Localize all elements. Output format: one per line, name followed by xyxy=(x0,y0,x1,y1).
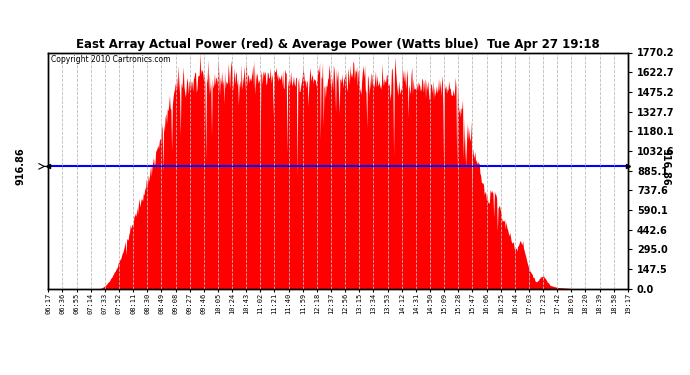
Text: 916.86: 916.86 xyxy=(16,148,26,185)
Text: 916.86: 916.86 xyxy=(661,148,671,185)
Text: Copyright 2010 Cartronics.com: Copyright 2010 Cartronics.com xyxy=(51,55,170,64)
Title: East Array Actual Power (red) & Average Power (Watts blue)  Tue Apr 27 19:18: East Array Actual Power (red) & Average … xyxy=(76,38,600,51)
